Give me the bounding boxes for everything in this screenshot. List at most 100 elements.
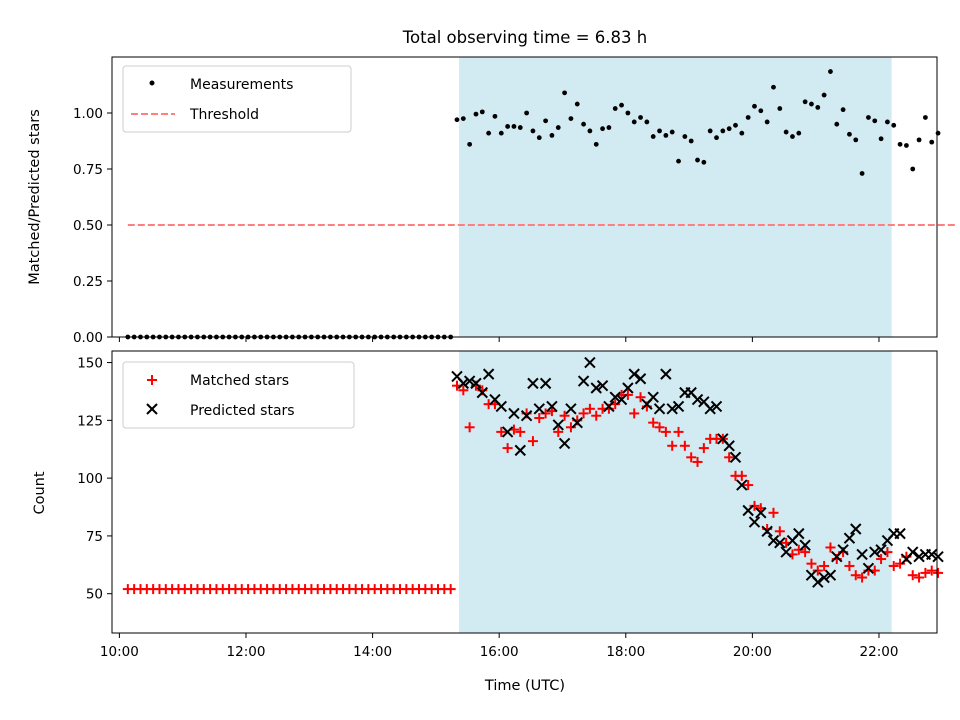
- bottom-series-layer: [122, 356, 944, 595]
- measurement-point: [929, 139, 935, 145]
- matched-star-point: [736, 470, 747, 481]
- legend-predicted-label: Predicted stars: [190, 403, 295, 419]
- predicted-star-point: [634, 373, 647, 385]
- matched-star-point: [635, 392, 646, 403]
- measurement-point: [498, 130, 504, 136]
- measurement-point: [619, 102, 624, 108]
- measurement-point: [764, 119, 770, 125]
- top-plot-frame: [111, 56, 938, 338]
- legend-matched-label: Matched stars: [190, 373, 289, 389]
- predicted-star-point: [609, 391, 621, 403]
- measurement-point: [638, 115, 643, 120]
- legend-measurements-marker: [149, 80, 155, 86]
- measurement-point: [935, 130, 941, 136]
- matched-star-point: [591, 410, 602, 421]
- predicted-star-point: [590, 382, 602, 394]
- measurement-point: [606, 125, 612, 130]
- measurement-point: [454, 117, 460, 123]
- matched-star-point: [622, 389, 633, 400]
- predicted-star-point: [767, 534, 780, 547]
- measurement-point: [543, 118, 548, 124]
- measurement-point: [897, 141, 903, 147]
- matched-star-point: [540, 408, 551, 419]
- measurement-point: [745, 115, 751, 120]
- measurement-point: [600, 126, 605, 132]
- top-y-tick-label: 0.25: [73, 274, 103, 290]
- predicted-star-point: [470, 377, 482, 390]
- predicted-star-point: [558, 437, 571, 450]
- predicted-star-point: [552, 419, 564, 431]
- measurement-point: [796, 130, 802, 136]
- measurement-point: [676, 158, 681, 164]
- measurement-point: [752, 103, 757, 109]
- predicted-star-point: [729, 451, 742, 464]
- predicted-star-point: [666, 403, 678, 415]
- bottom-y-axis-label: Count: [32, 471, 48, 514]
- matched-star-point: [648, 417, 659, 428]
- matched-star-point: [515, 426, 526, 437]
- measurement-point: [530, 128, 536, 134]
- measurement-point: [511, 124, 517, 129]
- matched-star-point: [629, 408, 640, 419]
- predicted-star-point: [647, 391, 659, 403]
- matched-star-point: [534, 413, 545, 424]
- matched-star-point: [800, 547, 811, 558]
- predicted-star-point: [748, 516, 761, 528]
- matched-star-point: [565, 422, 576, 433]
- measurement-point: [486, 130, 492, 136]
- measurement-point: [631, 119, 637, 125]
- top-y-tick-label: 1.00: [73, 106, 103, 122]
- matched-star-point: [654, 422, 665, 433]
- matched-star-point: [888, 560, 899, 571]
- measurement-point: [885, 119, 890, 125]
- matched-star-point: [698, 443, 709, 454]
- measurement-point: [790, 134, 795, 139]
- top-y-axis-label: Matched/Predicted stars: [27, 109, 43, 285]
- measurement-point: [625, 110, 631, 116]
- measurement-point: [739, 130, 745, 136]
- matched-star-point: [724, 452, 735, 463]
- measurement-point: [505, 124, 511, 129]
- predicted-star-point: [533, 403, 545, 415]
- measurement-point: [688, 138, 694, 144]
- legend-predicted-marker: [146, 403, 158, 415]
- matched-star-point: [876, 554, 887, 565]
- measurement-point: [910, 166, 916, 172]
- predicted-star-point: [704, 403, 716, 415]
- matched-star-point: [819, 560, 830, 571]
- predicted-star-point: [875, 544, 887, 556]
- measurement-point: [650, 134, 656, 139]
- measurement-point: [783, 129, 789, 135]
- measurement-point: [467, 141, 473, 147]
- measurement-point: [479, 109, 485, 115]
- matched-star-point: [749, 500, 760, 511]
- measurement-point: [828, 69, 833, 74]
- matched-star-point: [502, 443, 513, 454]
- predicted-star-point: [869, 546, 881, 558]
- predicted-star-point: [843, 532, 856, 544]
- top-y-tick-label: 0.50: [73, 218, 103, 234]
- matched-star-point: [679, 440, 690, 451]
- top-y-tick-label: 0.00: [73, 330, 103, 346]
- measurement-point: [657, 128, 662, 134]
- predicted-star-point: [780, 546, 792, 558]
- predicted-star-point: [463, 375, 476, 387]
- predicted-star-point: [761, 525, 773, 538]
- predicted-star-point: [736, 479, 748, 491]
- measurement-point: [549, 133, 555, 138]
- measurement-point: [593, 141, 599, 147]
- matched-star-point: [667, 440, 678, 451]
- matched-star-point: [458, 385, 469, 396]
- matched-star-point: [527, 436, 538, 447]
- measurement-point: [802, 99, 808, 105]
- bottom-x-tick-label: 22:00: [860, 644, 899, 660]
- predicted-star-point: [539, 377, 552, 390]
- bottom-x-tick-label: 12:00: [227, 644, 266, 660]
- predicted-star-point: [818, 571, 830, 584]
- matched-star-point: [673, 426, 684, 437]
- predicted-star-point: [508, 407, 520, 420]
- matched-star-point: [686, 452, 697, 463]
- top-observing-window-span: [459, 57, 892, 337]
- measurement-point: [644, 119, 650, 125]
- matched-star-point: [825, 542, 836, 553]
